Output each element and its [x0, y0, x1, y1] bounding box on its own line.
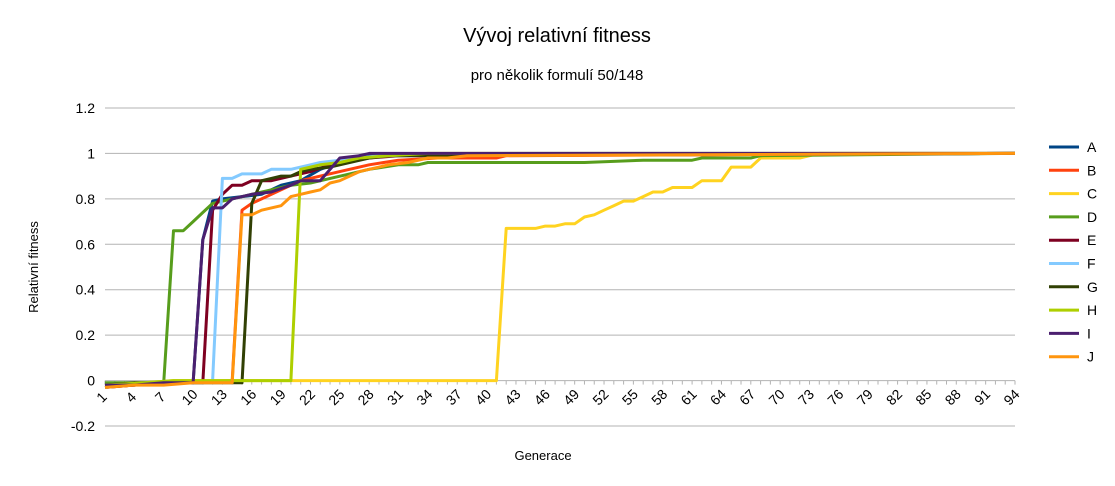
x-tick-label: 25 — [325, 386, 347, 408]
x-tick-label: 94 — [1000, 386, 1022, 408]
y-axis-label: Relativní fitness — [26, 221, 41, 313]
series-line-g — [104, 151, 1016, 387]
legend-label-h: H — [1087, 302, 1097, 318]
x-tick-label: 46 — [531, 386, 553, 408]
legend-label-b: B — [1087, 162, 1096, 178]
x-tick-label: 28 — [354, 386, 376, 408]
legend-label-c: C — [1087, 186, 1097, 202]
x-tick-label: 52 — [589, 386, 611, 408]
legend-label-d: D — [1087, 209, 1097, 225]
y-tick-label: 0 — [87, 373, 95, 389]
y-tick-label: 0.4 — [76, 282, 96, 298]
y-tick-label: -0.2 — [71, 418, 95, 434]
chart-subtitle: pro několik formulí 50/148 — [471, 67, 644, 84]
series-line-f — [104, 151, 1016, 389]
x-tick-label: 58 — [648, 386, 670, 408]
x-tick-label: 40 — [472, 386, 494, 408]
x-tick-label: 43 — [501, 386, 523, 408]
x-tick-label: 61 — [677, 386, 699, 408]
x-tick-label: 88 — [942, 386, 964, 408]
legend-label-i: I — [1087, 325, 1091, 341]
x-axis-ticks: 1 4 7 10 13 16 19 22 25 28 31 34 37 40 43 46 49 52 55 58 61 6… — [93, 380, 1023, 408]
series-line-b — [104, 151, 1016, 389]
legend-label-g: G — [1087, 279, 1098, 295]
y-axis-ticks: -0.2 0 0.2 0.4 0.6 0.8 1 1.2 — [71, 100, 95, 434]
x-tick-label: 73 — [795, 386, 817, 408]
x-axis-label: Generace — [514, 448, 571, 463]
legend-label-a: A — [1087, 139, 1097, 155]
y-tick-label: 0.8 — [76, 191, 96, 207]
x-tick-label: 85 — [912, 386, 934, 408]
series-line-h — [104, 151, 1015, 387]
series-line-a — [105, 151, 1016, 387]
x-tick-label: 4 — [122, 388, 139, 405]
x-tick-label: 91 — [971, 386, 993, 408]
legend-label-f: F — [1087, 256, 1096, 272]
x-tick-label: 55 — [619, 386, 641, 408]
x-tick-label: 79 — [854, 386, 876, 408]
x-tick-label: 13 — [208, 386, 230, 408]
x-tick-label: 34 — [413, 386, 435, 408]
x-tick-label: 1 — [93, 388, 110, 405]
x-tick-label: 16 — [237, 386, 259, 408]
x-tick-label: 76 — [824, 386, 846, 408]
x-tick-label: 22 — [296, 386, 318, 408]
x-tick-label: 70 — [765, 386, 787, 408]
x-tick-label: 82 — [883, 386, 905, 408]
x-tick-label: 49 — [560, 386, 582, 408]
x-tick-label: 31 — [384, 386, 406, 408]
legend-label-e: E — [1087, 232, 1096, 248]
x-tick-label: 37 — [443, 386, 465, 408]
chart-title: Vývoj relativní fitness — [463, 25, 651, 47]
y-tick-label: 1.2 — [76, 100, 96, 116]
series-lines — [104, 151, 1016, 389]
y-tick-label: 0.2 — [76, 327, 96, 343]
x-tick-label: 10 — [178, 386, 200, 408]
y-tick-label: 0.6 — [76, 236, 96, 252]
series-line-d — [105, 151, 1016, 385]
legend-label-j: J — [1087, 349, 1094, 365]
y-tick-label: 1 — [87, 145, 95, 161]
x-tick-label: 7 — [152, 388, 169, 405]
series-line-c — [104, 151, 1015, 389]
series-line-j — [104, 151, 1016, 389]
x-tick-label: 64 — [707, 386, 729, 408]
series-line-e — [104, 151, 1016, 389]
x-tick-label: 19 — [266, 386, 288, 408]
series-line-i — [105, 151, 1015, 387]
x-tick-label: 67 — [736, 386, 758, 408]
